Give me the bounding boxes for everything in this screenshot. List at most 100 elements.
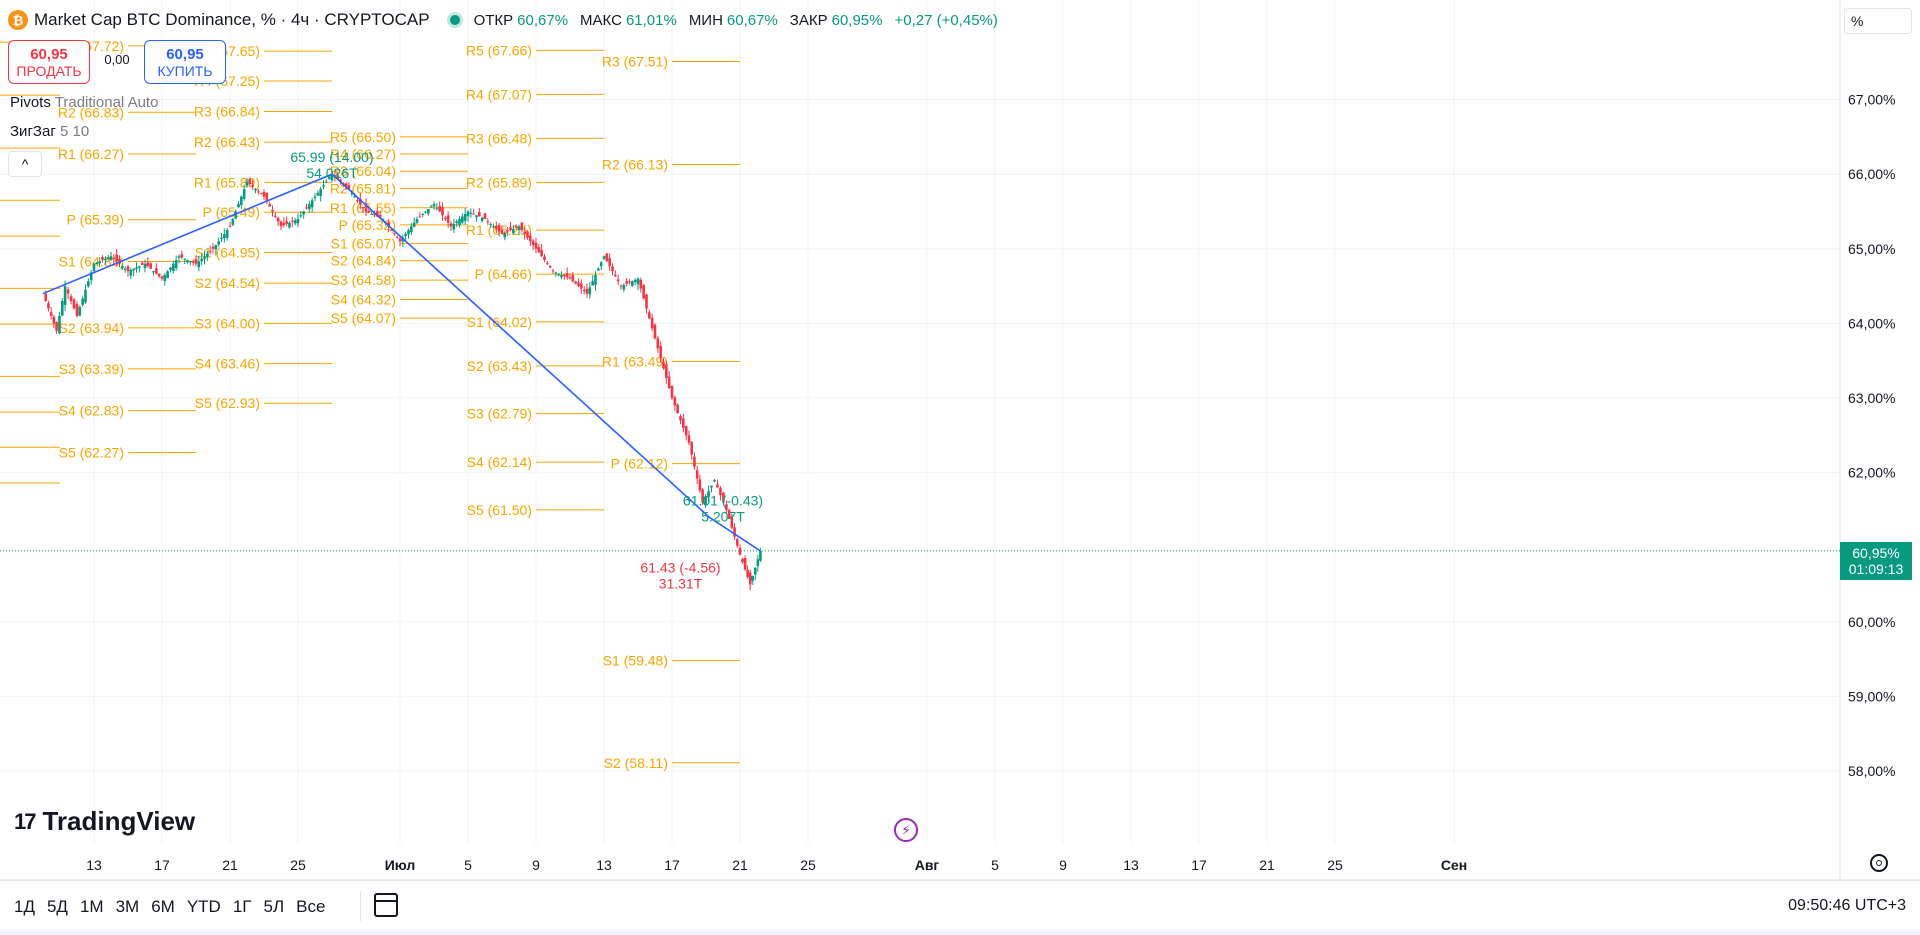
- range-6m[interactable]: 6М: [151, 897, 175, 916]
- x-tick-label: 5: [464, 857, 472, 873]
- y-tick-label: 65,00%: [1848, 241, 1895, 257]
- candle-body: [404, 233, 407, 237]
- candle-body: [537, 247, 541, 253]
- candle-body: [186, 259, 189, 263]
- candle-body: [670, 385, 674, 398]
- price-chart[interactable]: 67,00% 66,00% 65,00% 64,00% 63,00% 62,00% 60,0…: [0, 0, 1920, 880]
- clock-display[interactable]: 09:50:46 UTC+3: [1788, 897, 1906, 914]
- candle-body: [701, 489, 704, 503]
- tradingview-logo[interactable]: 17 TradingView: [14, 806, 196, 836]
- candle-body: [234, 211, 237, 219]
- candle-body: [526, 231, 529, 238]
- pivot-level-label: S5 (61.50): [467, 502, 532, 518]
- candle-body: [310, 200, 314, 208]
- market-status-icon[interactable]: [449, 15, 460, 25]
- candle-body: [347, 185, 351, 190]
- candle-body: [500, 229, 504, 234]
- indicator-pivots[interactable]: Pivots Traditional Auto: [10, 94, 159, 111]
- candle-body: [242, 189, 246, 199]
- candle-body: [611, 266, 614, 272]
- candle-body: [330, 174, 334, 181]
- range-5d[interactable]: 5Д: [46, 897, 68, 916]
- pivot-level-label: S2 (64.54): [195, 275, 260, 291]
- candle-body: [381, 218, 385, 220]
- candle-body: [741, 558, 744, 563]
- candle-body: [645, 294, 648, 309]
- candle-body: [676, 404, 679, 413]
- pivot-level-label: S5 (62.27): [59, 444, 124, 460]
- candle-body: [523, 231, 526, 234]
- candle-body: [183, 258, 186, 260]
- candle-body: [231, 218, 235, 225]
- range-1y[interactable]: 1Г: [232, 897, 252, 916]
- candle-body: [152, 271, 155, 273]
- candle-body: [746, 569, 749, 578]
- change-value: +0,27 (+0,45%): [894, 11, 998, 29]
- pivot-level-label: R2 (66.13): [602, 157, 668, 173]
- candle-body: [472, 213, 475, 215]
- candle-body: [684, 426, 688, 436]
- candle-body: [163, 274, 167, 282]
- buy-button[interactable]: 60,95 КУПИТЬ: [144, 40, 226, 84]
- range-1m[interactable]: 1М: [79, 897, 104, 916]
- candle-body: [126, 266, 130, 272]
- candle-body: [642, 285, 645, 299]
- x-tick-label: 25: [800, 857, 816, 873]
- candle-body: [257, 191, 260, 193]
- candle-body: [710, 485, 713, 488]
- range-all[interactable]: Все: [296, 897, 326, 916]
- candle-body: [466, 211, 470, 217]
- range-1d[interactable]: 1Д: [14, 897, 35, 916]
- candle-body: [444, 217, 447, 219]
- candle-body: [98, 261, 101, 264]
- zigzag-label: 61.43 (-4.56): [640, 560, 720, 576]
- candle-body: [75, 304, 79, 316]
- candle-body: [636, 278, 640, 285]
- pivot-level-label: R2 (66.83): [58, 104, 124, 120]
- indicator-zigzag[interactable]: ЗигЗаг 5 10: [10, 123, 90, 140]
- candle-body: [554, 272, 558, 274]
- x-tick-label: 5: [991, 857, 999, 873]
- candle-body: [251, 184, 254, 187]
- candle-body: [69, 296, 73, 302]
- y-tick-label: 58,00%: [1848, 763, 1895, 779]
- x-tick-label: 21: [732, 857, 748, 873]
- pivot-level-label: R2 (66.43): [194, 134, 260, 150]
- candle-body: [616, 279, 620, 282]
- candle-body: [628, 281, 631, 283]
- range-5y[interactable]: 5Л: [263, 897, 285, 916]
- lightning-icon[interactable]: ⚡: [894, 818, 918, 842]
- candle-body: [106, 257, 110, 260]
- candle-body: [743, 557, 747, 570]
- scale-mode-select[interactable]: %: [1844, 8, 1912, 34]
- last-price-badge: 60,95% 01:09:13: [1840, 542, 1912, 580]
- candle-body: [206, 253, 209, 258]
- collapse-indicators-button[interactable]: ^: [8, 151, 42, 177]
- pivot-level-label: S5 (62.93): [195, 395, 260, 411]
- candle-body: [735, 539, 739, 546]
- candle-body: [189, 261, 192, 263]
- candle-body: [296, 218, 300, 224]
- settings-gear-icon[interactable]: [1870, 854, 1888, 872]
- pivot-level-label: R3 (67.51): [602, 54, 668, 70]
- pivot-level-label: S3 (62.79): [467, 406, 532, 422]
- candle-body: [155, 268, 158, 274]
- zigzag-label: 61.01 (-0.43): [683, 492, 763, 508]
- candle-body: [327, 177, 331, 179]
- range-3m[interactable]: 3М: [115, 897, 140, 916]
- go-to-date-calendar-icon[interactable]: [374, 893, 398, 917]
- candle-body: [585, 288, 589, 294]
- symbol-title[interactable]: Market Cap BTC Dominance, % · 4ч · CRYPT…: [34, 10, 430, 29]
- range-ytd[interactable]: YTD: [186, 897, 221, 916]
- candle-body: [619, 285, 623, 287]
- candle-body: [679, 416, 682, 421]
- candle-body: [262, 191, 266, 197]
- pivot-level-label: P (65.49): [203, 204, 260, 220]
- candle-body: [512, 228, 515, 234]
- candle-body: [557, 273, 560, 276]
- sell-button[interactable]: 60,95 ПРОДАТЬ: [8, 40, 90, 84]
- candle-body: [160, 276, 164, 279]
- candle-body: [509, 227, 512, 231]
- candle-body: [282, 222, 286, 226]
- bitcoin-icon: ₿: [8, 10, 28, 30]
